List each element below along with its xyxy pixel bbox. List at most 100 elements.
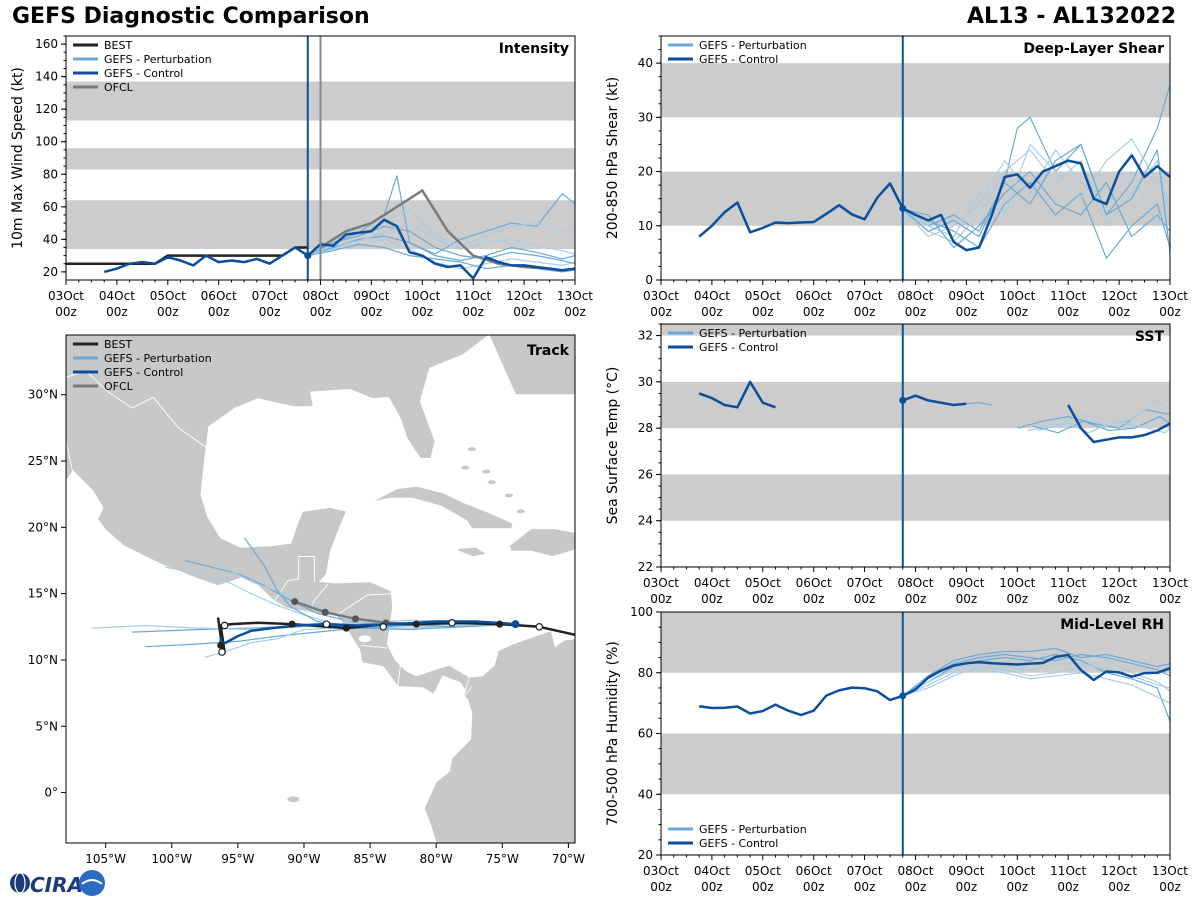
x-tick-label: 06Oct xyxy=(796,289,832,303)
init-point xyxy=(899,204,907,212)
x-tick-label: 07Oct xyxy=(847,864,883,878)
x-tick-label: 06Oct xyxy=(201,289,237,303)
legend-label: OFCL xyxy=(104,81,134,94)
page-title: GEFS Diagnostic Comparison xyxy=(12,4,370,29)
x-tick-label: 12Oct xyxy=(506,289,542,303)
perturbation-line xyxy=(307,238,575,270)
best-point-filled xyxy=(412,620,420,628)
y-tick-label: 5°N xyxy=(35,719,58,733)
land-island xyxy=(487,480,496,485)
perturbation-line xyxy=(902,669,1170,704)
y-tick-label: 22 xyxy=(638,560,653,574)
perturbation-line xyxy=(307,222,575,257)
x-tick-label: 00z xyxy=(803,880,825,894)
ofcl-point xyxy=(321,608,329,616)
legend-label: BEST xyxy=(104,39,132,52)
x-tick-label: 00z xyxy=(854,305,876,319)
x-tick-label: 07Oct xyxy=(252,289,288,303)
legend-label: OFCL xyxy=(104,380,134,393)
x-tick-label: 00z xyxy=(462,305,484,319)
x-tick-label: 13Oct xyxy=(557,289,593,303)
legend-label: GEFS - Perturbation xyxy=(104,352,212,365)
legend-label: GEFS - Control xyxy=(104,67,183,80)
land-baja xyxy=(66,441,74,482)
x-tick-label: 00z xyxy=(956,880,978,894)
x-tick-label: 00z xyxy=(1159,305,1181,319)
best-point-open xyxy=(379,623,388,631)
x-tick-label: 00z xyxy=(1159,592,1181,606)
land-island xyxy=(482,469,491,474)
y-tick-label: 20 xyxy=(43,265,58,279)
threshold-band xyxy=(661,474,1170,521)
y-tick-label: 30 xyxy=(638,110,653,124)
perturbation-line xyxy=(902,171,1170,249)
x-tick-label: 09Oct xyxy=(948,864,984,878)
land-island xyxy=(516,509,525,514)
y-tick-label: 0° xyxy=(44,786,58,800)
perturbation-track xyxy=(165,566,516,629)
y-tick-label: 20°N xyxy=(28,520,58,534)
x-tick-label: 13Oct xyxy=(1152,864,1188,878)
x-tick-label: 85°W xyxy=(354,852,387,866)
y-tick-label: 80 xyxy=(43,167,58,181)
globe-icon xyxy=(10,873,30,893)
y-tick-label: 30 xyxy=(638,375,653,389)
x-tick-label: 07Oct xyxy=(847,289,883,303)
x-tick-label: 08Oct xyxy=(897,289,933,303)
control-line xyxy=(103,218,575,280)
x-tick-label: 00z xyxy=(752,305,774,319)
track-init-point xyxy=(511,620,520,629)
x-tick-label: 00z xyxy=(259,305,281,319)
init-point xyxy=(899,692,907,700)
best-point-filled xyxy=(342,624,350,632)
x-tick-label: 08Oct xyxy=(897,864,933,878)
x-tick-label: 00z xyxy=(55,305,77,319)
perturbation-track xyxy=(145,623,516,648)
x-tick-label: 00z xyxy=(701,592,723,606)
best-point-open xyxy=(220,621,229,630)
land-galapagos xyxy=(287,796,300,803)
x-tick-label: 00z xyxy=(361,305,383,319)
x-tick-label: 70°W xyxy=(552,852,585,866)
x-tick-label: 00z xyxy=(208,305,230,319)
x-tick-label: 00z xyxy=(1057,880,1079,894)
x-tick-label: 80°W xyxy=(420,852,453,866)
best-point-open xyxy=(448,619,456,627)
perturbation-line xyxy=(902,149,1170,243)
x-tick-label: 00z xyxy=(650,880,672,894)
x-tick-label: 00z xyxy=(905,592,927,606)
x-tick-label: 10Oct xyxy=(999,289,1035,303)
legend-label: BEST xyxy=(104,338,132,351)
country-border xyxy=(397,665,401,687)
x-tick-label: 00z xyxy=(157,305,179,319)
country-border xyxy=(463,686,473,698)
perturbation-line xyxy=(902,181,1170,259)
x-tick-label: 100°W xyxy=(151,852,192,866)
x-tick-label: 04Oct xyxy=(99,289,135,303)
x-tick-label: 00z xyxy=(701,305,723,319)
control-line xyxy=(698,380,776,409)
x-tick-label: 00z xyxy=(1007,592,1029,606)
x-tick-label: 00z xyxy=(1007,880,1029,894)
x-tick-label: 00z xyxy=(1108,880,1130,894)
map-layer xyxy=(66,335,575,843)
x-tick-label: 13Oct xyxy=(1152,289,1188,303)
x-tick-label: 09Oct xyxy=(353,289,389,303)
x-tick-label: 00z xyxy=(106,305,128,319)
y-tick-label: 24 xyxy=(638,514,653,528)
x-tick-label: 04Oct xyxy=(694,864,730,878)
perturbation-line xyxy=(902,653,1170,722)
x-tick-label: 08Oct xyxy=(897,576,933,590)
legend-label: GEFS - Perturbation xyxy=(699,823,807,836)
y-axis-label: 200-850 hPa Shear (kt) xyxy=(605,77,621,239)
y-tick-label: 40 xyxy=(43,232,58,246)
country-border xyxy=(334,593,394,617)
x-tick-label: 06Oct xyxy=(796,576,832,590)
y-tick-label: 10°N xyxy=(28,653,58,667)
plot-frame xyxy=(660,323,1171,568)
land-island xyxy=(461,465,470,470)
logo-text: CIRA xyxy=(30,873,83,897)
perturbation-line xyxy=(902,143,1170,253)
x-tick-label: 12Oct xyxy=(1101,289,1137,303)
control-line xyxy=(699,653,1170,717)
